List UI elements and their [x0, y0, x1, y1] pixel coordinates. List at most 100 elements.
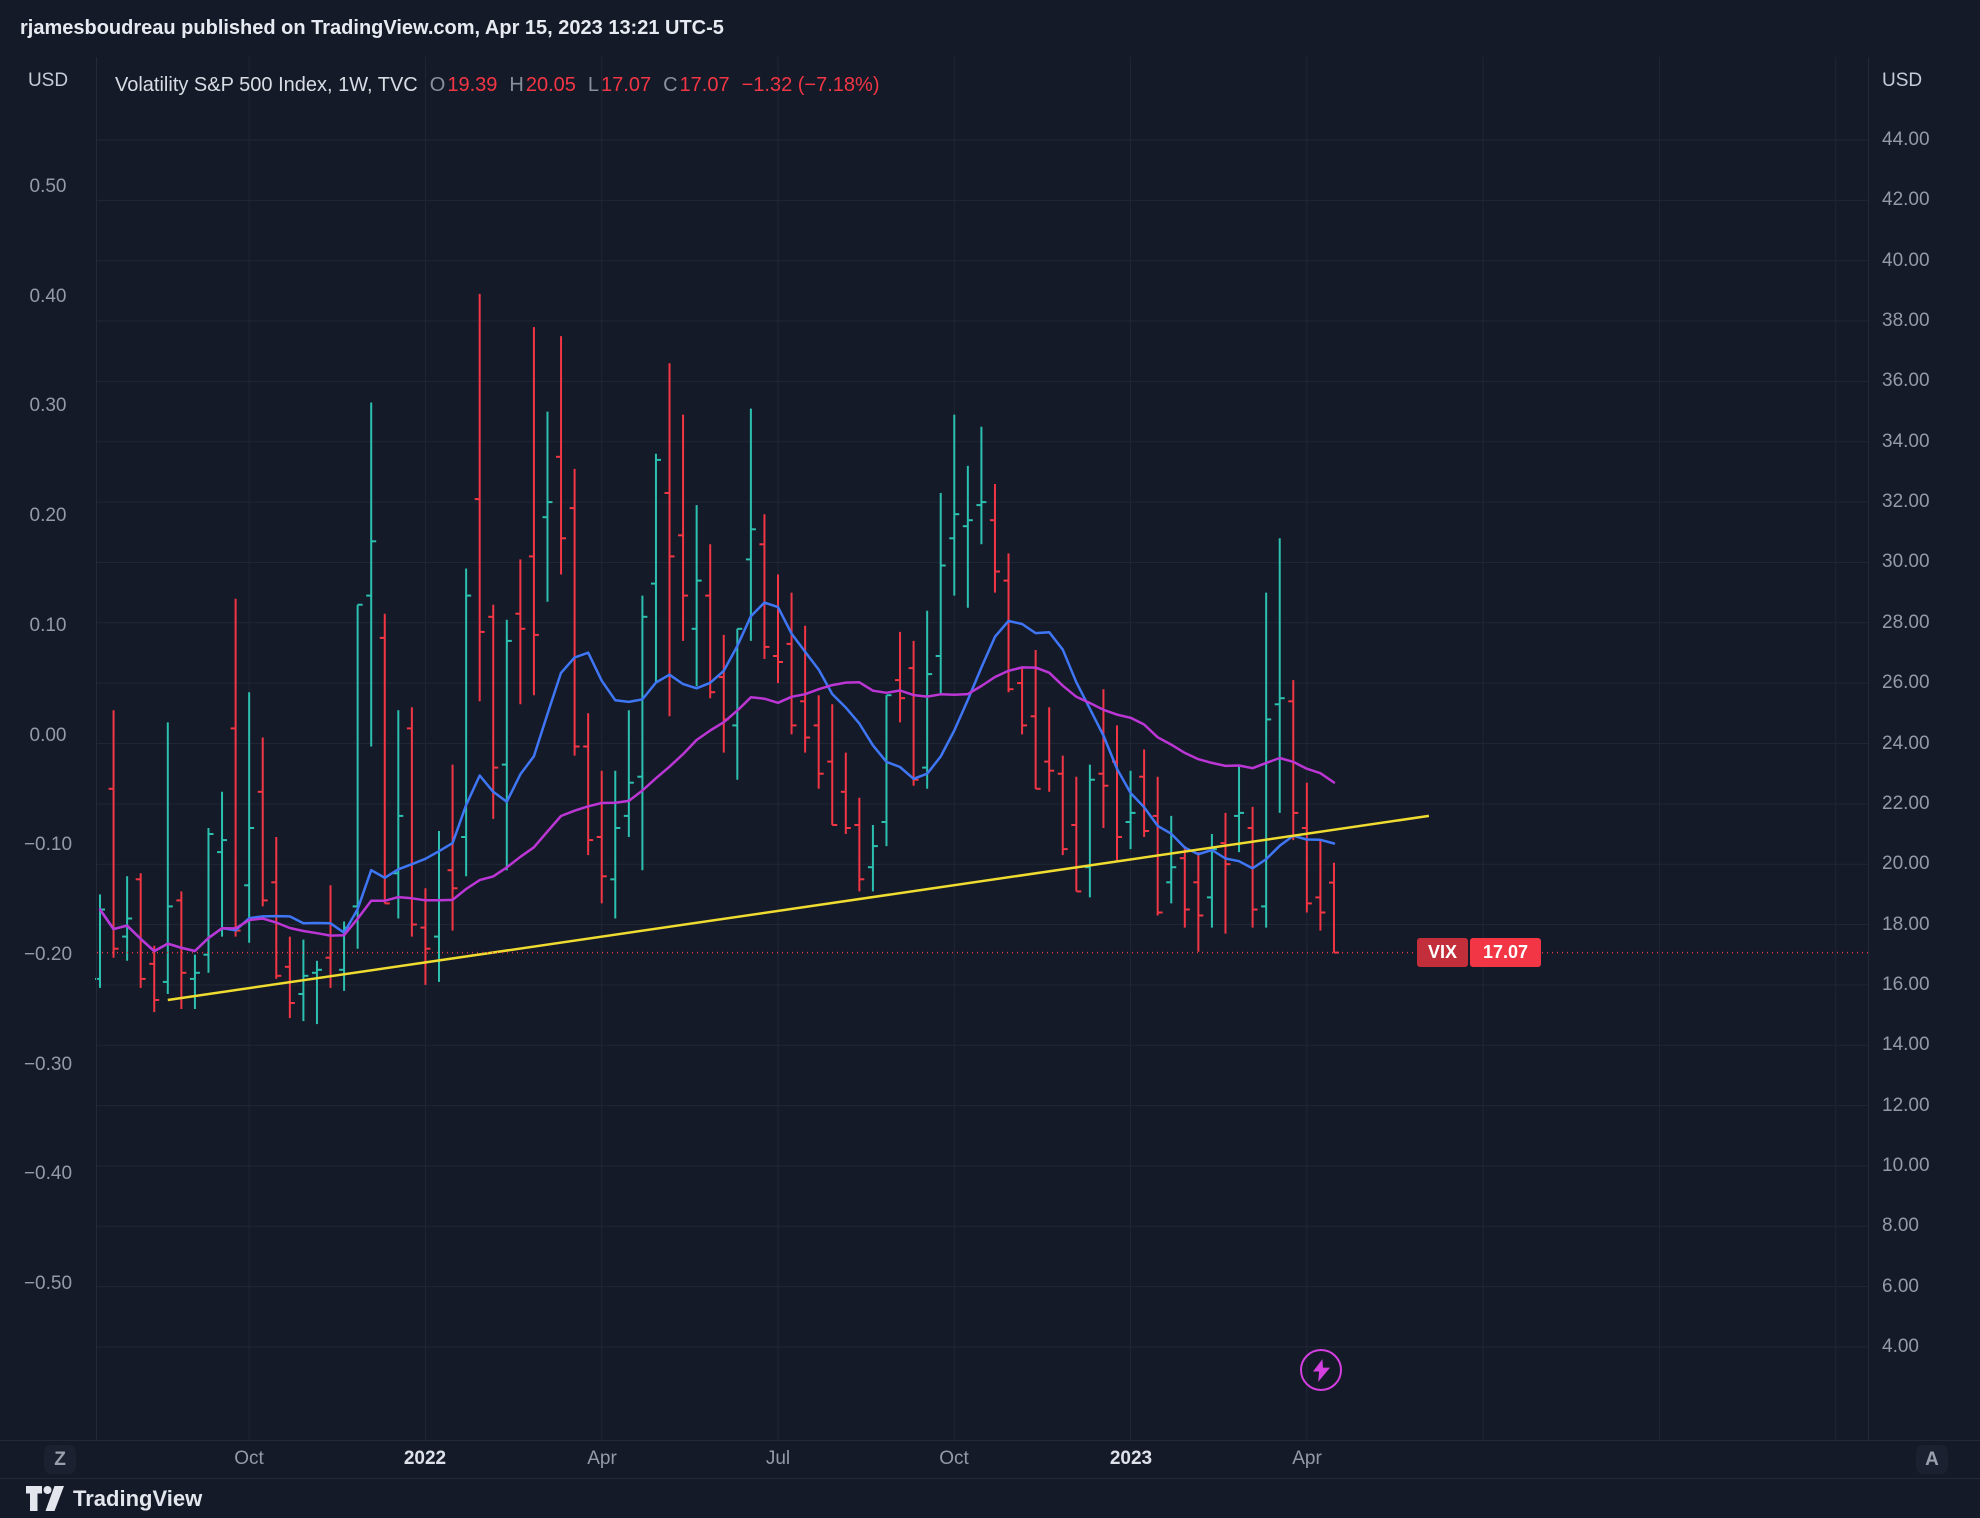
- price-bar[interactable]: [488, 604, 499, 819]
- price-bar[interactable]: [1179, 846, 1190, 928]
- price-bar[interactable]: [1301, 782, 1312, 913]
- price-bar[interactable]: [461, 568, 472, 877]
- price-bar[interactable]: [474, 293, 485, 702]
- price-bar[interactable]: [189, 954, 200, 1009]
- auto-scale-button[interactable]: A: [1916, 1445, 1948, 1474]
- price-bar[interactable]: [1220, 812, 1231, 934]
- price-bar[interactable]: [664, 363, 675, 717]
- price-bar[interactable]: [786, 592, 797, 735]
- price-bar[interactable]: [881, 694, 892, 847]
- price-bar[interactable]: [1274, 538, 1285, 813]
- price-bar[interactable]: [311, 960, 322, 1025]
- price-bar[interactable]: [122, 876, 133, 961]
- price-bar[interactable]: [1098, 689, 1109, 828]
- ma-fast-line[interactable]: [98, 601, 1336, 953]
- price-bar[interactable]: [1044, 707, 1055, 792]
- price-bar[interactable]: [1071, 776, 1082, 893]
- price-bar[interactable]: [583, 713, 594, 856]
- price-bar[interactable]: [352, 603, 363, 949]
- price-bar[interactable]: [962, 465, 973, 608]
- price-bar[interactable]: [1057, 755, 1068, 856]
- price-bar[interactable]: [1139, 749, 1150, 838]
- price-bar[interactable]: [135, 873, 146, 988]
- price-bar[interactable]: [935, 493, 946, 696]
- price-bar[interactable]: [610, 770, 621, 919]
- right-price-axis[interactable]: 44.00 42.00 40.00 38.00 36.00 34.00 32.00 30.00…: [1868, 0, 1980, 1440]
- price-bar[interactable]: [271, 837, 282, 979]
- price-bar[interactable]: [1084, 764, 1095, 898]
- price-bar[interactable]: [691, 505, 702, 687]
- price-bar[interactable]: [854, 797, 865, 892]
- price-bar[interactable]: [718, 634, 729, 753]
- boost-button[interactable]: [1300, 1349, 1342, 1391]
- price-bar[interactable]: [1315, 840, 1326, 931]
- price-bar[interactable]: [108, 710, 119, 958]
- price-bar[interactable]: [217, 791, 228, 937]
- price-bar[interactable]: [1234, 764, 1245, 853]
- price-bar[interactable]: [515, 559, 526, 705]
- price-bar[interactable]: [1112, 725, 1122, 862]
- right-axis-currency[interactable]: USD: [1882, 70, 1923, 91]
- price-bar[interactable]: [257, 737, 268, 907]
- symbol-legend[interactable]: Volatility S&P 500 Index, 1W, TVC O 19.39…: [115, 74, 879, 97]
- price-bar[interactable]: [406, 707, 417, 937]
- time-axis[interactable]: Oct 2022 Apr Jul Oct 2023 Apr: [0, 1440, 1980, 1478]
- timezone-button[interactable]: Z: [44, 1445, 76, 1474]
- price-bar[interactable]: [203, 828, 214, 973]
- price-bar[interactable]: [1017, 668, 1028, 735]
- left-axis-currency[interactable]: USD: [27, 70, 69, 91]
- price-bar[interactable]: [759, 514, 770, 659]
- price-bar[interactable]: [867, 825, 878, 892]
- price-bar[interactable]: [447, 764, 458, 931]
- price-bar[interactable]: [637, 595, 648, 871]
- price-bar[interactable]: [420, 888, 431, 985]
- price-bar[interactable]: [393, 710, 404, 919]
- price-bar[interactable]: [1261, 592, 1272, 928]
- price-bar[interactable]: [773, 574, 783, 684]
- price-bar[interactable]: [149, 945, 160, 1013]
- left-axis-label: 0.00: [29, 724, 67, 746]
- price-bar[interactable]: [1193, 852, 1204, 952]
- price-bar[interactable]: [989, 484, 1000, 593]
- price-bar[interactable]: [284, 936, 295, 1019]
- price-bar[interactable]: [1125, 770, 1136, 850]
- price-bar[interactable]: [650, 453, 661, 684]
- price-bar[interactable]: [162, 722, 173, 994]
- price-bar[interactable]: [895, 631, 906, 723]
- price-bar[interactable]: [976, 426, 987, 545]
- price-bar[interactable]: [1328, 862, 1339, 954]
- price-bar[interactable]: [922, 610, 933, 789]
- price-bar[interactable]: [705, 544, 716, 699]
- price-bar[interactable]: [176, 891, 187, 1009]
- price-bar[interactable]: [840, 752, 851, 834]
- price-bar[interactable]: [1166, 815, 1177, 904]
- price-bar[interactable]: [732, 627, 743, 780]
- trendline-drawing[interactable]: [167, 814, 1430, 1002]
- left-price-axis[interactable]: 0.50 0.40 0.30 0.20 0.10 0.00 −0.10 −0.20 −0.30 −…: [0, 0, 96, 1440]
- price-bar[interactable]: [1152, 776, 1163, 916]
- price-bar[interactable]: [230, 598, 241, 937]
- price-bar[interactable]: [501, 619, 512, 871]
- price-bar[interactable]: [745, 408, 756, 641]
- price-bar[interactable]: [1030, 650, 1041, 790]
- price-bar[interactable]: [827, 704, 838, 826]
- price-bar[interactable]: [596, 770, 607, 904]
- price-bar[interactable]: [813, 695, 824, 789]
- price-bar[interactable]: [949, 414, 960, 596]
- price-bar[interactable]: [678, 414, 689, 641]
- price-bar[interactable]: [1288, 680, 1299, 841]
- price-bar[interactable]: [244, 692, 255, 943]
- price-bar[interactable]: [623, 710, 634, 837]
- price-bar[interactable]: [556, 336, 567, 575]
- price-bar[interactable]: [569, 468, 580, 756]
- price-bar[interactable]: [800, 625, 811, 753]
- price-bar[interactable]: [908, 640, 919, 786]
- tradingview-logo[interactable]: TradingView: [26, 1485, 202, 1512]
- price-bar[interactable]: [542, 411, 553, 602]
- price-bar[interactable]: [379, 613, 390, 905]
- ma-slow-line[interactable]: [98, 666, 1336, 953]
- price-bar[interactable]: [528, 327, 539, 696]
- price-bar[interactable]: [366, 402, 377, 747]
- symbol-badge: VIX: [1417, 937, 1469, 967]
